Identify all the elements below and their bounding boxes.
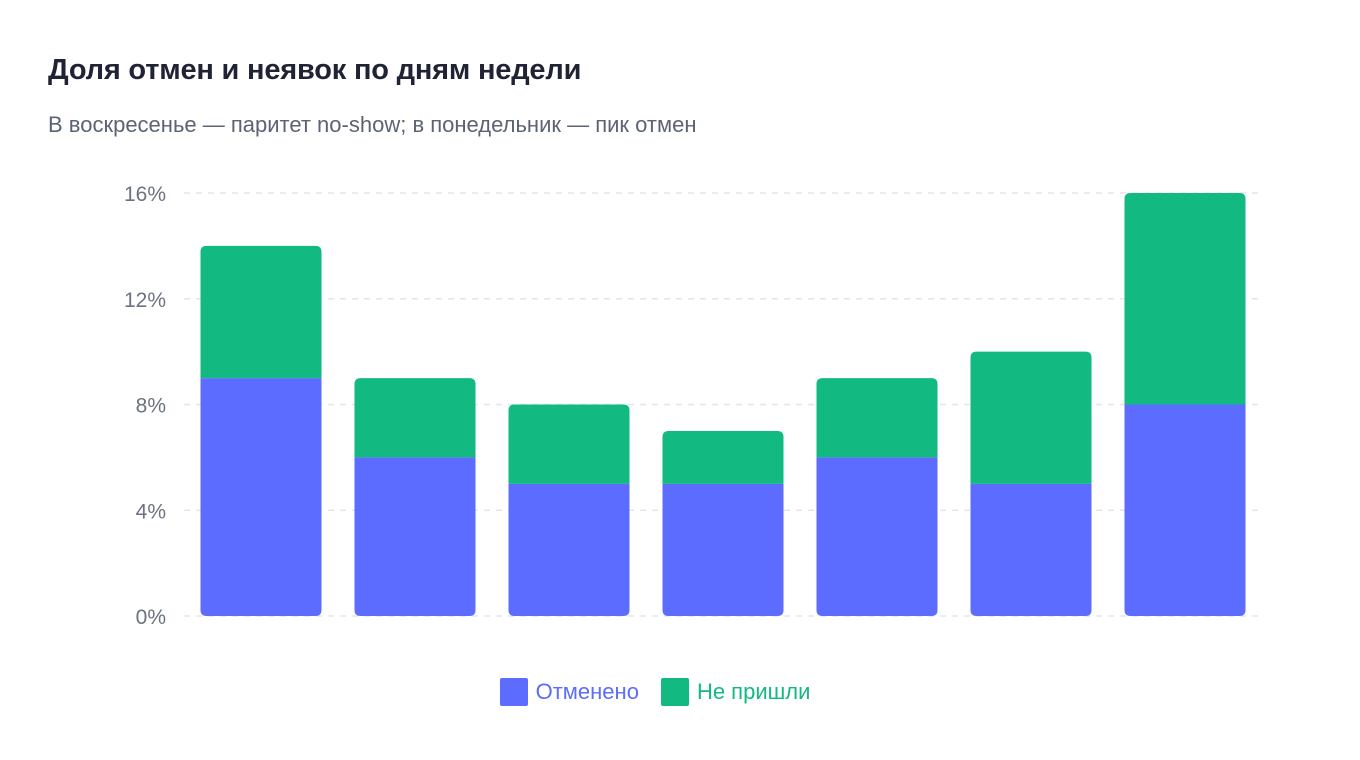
legend-swatch-cancelled [499, 678, 528, 706]
bar-segment-cancelled[interactable] [816, 457, 938, 616]
y-tick-label: 12% [124, 289, 166, 312]
bar-segment-cancelled[interactable] [354, 457, 476, 616]
bar-segment-no-show[interactable] [1124, 193, 1246, 405]
legend-item-cancelled[interactable]: Отменено [499, 678, 639, 706]
bar-segment-cancelled[interactable] [662, 483, 784, 616]
bar-segment-cancelled[interactable] [1124, 404, 1246, 617]
bars [200, 193, 1246, 617]
legend-label-cancelled: Отменено [535, 679, 639, 704]
legend-swatch-no-show [660, 678, 689, 706]
chart-title: Доля отмен и неявок по дням недели [48, 54, 582, 86]
bar-segment-no-show[interactable] [354, 378, 476, 458]
stacked-bar-chart: 0% 4% 8% 12% 16% [124, 183, 1258, 629]
bar-segment-no-show[interactable] [508, 404, 630, 484]
bar-segment-cancelled[interactable] [508, 483, 630, 616]
y-tick-label: 0% [136, 606, 166, 629]
legend-label-no-show: Не пришли [696, 679, 811, 704]
legend-item-no-show[interactable]: Не пришли [660, 678, 811, 706]
bar-segment-cancelled[interactable] [200, 378, 322, 616]
y-tick-label: 16% [124, 183, 166, 206]
bar-segment-no-show[interactable] [816, 378, 938, 458]
bar-segment-no-show[interactable] [662, 430, 784, 484]
legend: Отменено Не пришли [0, 678, 1310, 706]
bar-segment-cancelled[interactable] [970, 483, 1092, 616]
bar-segment-no-show[interactable] [970, 351, 1092, 484]
chart-subtitle: В воскресенье — паритет no-show; в понед… [48, 112, 697, 137]
y-tick-label: 8% [136, 395, 166, 418]
bar-segment-no-show[interactable] [200, 245, 322, 379]
y-axis-tick-labels: 0% 4% 8% 12% 16% [124, 183, 166, 629]
y-tick-label: 4% [136, 500, 166, 523]
